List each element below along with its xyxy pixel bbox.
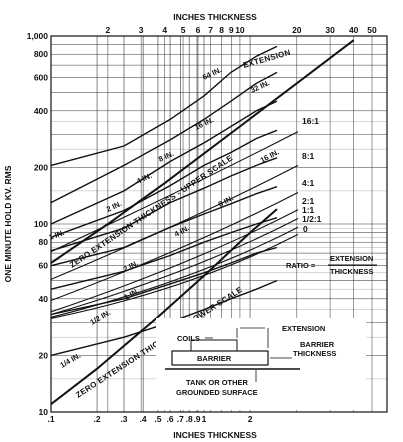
ratio-curve xyxy=(50,226,299,318)
thickness-curve xyxy=(50,279,278,357)
coils-label: COILS xyxy=(177,334,200,343)
x-top-tick-label: 7 xyxy=(208,25,213,35)
barrier-thickness-label-1: BARRIER xyxy=(300,340,335,349)
curve-label-halfin: 1/2 IN. xyxy=(89,308,113,327)
curve-label-2in-b: 2 IN. xyxy=(122,258,140,273)
x-top-tick-label: 8 xyxy=(219,25,224,35)
y-tick-label: 200 xyxy=(34,162,48,172)
ratio-label-0: 0 xyxy=(303,224,308,234)
tank-label-2: GROUNDED SURFACE xyxy=(176,388,258,397)
y-tick-label: 600 xyxy=(34,73,48,83)
inset-background xyxy=(156,318,366,410)
curve-label-64in: 64 IN. xyxy=(201,65,223,82)
x-top-tick-label: 20 xyxy=(292,25,302,35)
ratio-curve xyxy=(50,233,299,319)
x-bottom-tick-label: .9 xyxy=(193,414,200,424)
x-bottom-tick-label: 2 xyxy=(248,414,253,424)
ratio-curve xyxy=(50,192,299,302)
barrier-thickness-label-2: THICKNESS xyxy=(293,349,336,358)
x-top-tick-label: 4 xyxy=(162,25,167,35)
y-tick-label: 60 xyxy=(39,261,49,271)
tick-labels: .1.2.3.4.5.6.7.8.9 1 22 3 4 5 6 7 8 9 10 20 30 40 501,… xyxy=(27,25,377,424)
x-bottom-tick-label: 1 xyxy=(202,414,207,424)
y-tick-label: 40 xyxy=(39,294,49,304)
tank-label-1: TANK OR OTHER xyxy=(186,378,249,387)
x-top-tick-label: 9 xyxy=(229,25,234,35)
y-tick-label: 800 xyxy=(34,49,48,59)
x-bottom-tick-label: .7 xyxy=(177,414,184,424)
x-bottom-tick-label: .6 xyxy=(167,414,174,424)
ratio-formula-numerator: EXTENSION xyxy=(330,254,373,263)
curve-label-1in: 1 IN. xyxy=(48,228,66,242)
thickness-curve xyxy=(50,246,278,316)
curve-label-32in: 32 IN. xyxy=(249,78,271,95)
thickness-curve xyxy=(50,129,278,238)
x-bottom-tick-label: .1 xyxy=(47,414,54,424)
y-tick-label: 1,000 xyxy=(27,31,49,41)
thickness-curve xyxy=(50,45,278,167)
zero-extension-upper-line xyxy=(50,39,355,264)
ratio-label-half-1: 1/2:1 xyxy=(302,214,322,224)
x-bottom-tick-label: .8 xyxy=(186,414,193,424)
extension-label: EXTENSION xyxy=(282,324,325,333)
ratio-label-1-1: 1:1 xyxy=(302,205,315,215)
x-bottom-tick-label: .4 xyxy=(140,414,147,424)
ratio-label-4-1: 4:1 xyxy=(302,178,315,188)
y-tick-label: 100 xyxy=(34,219,48,229)
barrier-label: BARRIER xyxy=(197,354,232,363)
y-tick-label: 10 xyxy=(39,407,49,417)
curve-label-quarterin: 1/4 IN. xyxy=(59,351,83,370)
x-top-tick-label: 5 xyxy=(181,25,186,35)
x-top-tick-label: 10 xyxy=(235,25,245,35)
x-top-tick-label: 30 xyxy=(325,25,335,35)
bottom-axis-title: INCHES THICKNESS xyxy=(173,430,257,440)
barrier-inset-diagram: COILS BARRIER EXTENSION BARRIER THICKNES… xyxy=(156,318,366,410)
x-bottom-tick-label: .2 xyxy=(94,414,101,424)
curves xyxy=(50,39,355,405)
x-top-tick-label: 2 xyxy=(106,25,111,35)
ratio-curve xyxy=(50,164,299,280)
ratio-curve xyxy=(50,209,299,313)
zero-extension-lower-line xyxy=(50,208,278,405)
barrier-block xyxy=(171,350,269,366)
ratio-formula-denominator: THICKNESS xyxy=(330,267,373,276)
x-top-tick-label: 3 xyxy=(139,25,144,35)
y-tick-label: 80 xyxy=(39,237,49,247)
ratio-label-2-1: 2:1 xyxy=(302,196,315,206)
plot-frame xyxy=(50,35,388,413)
y-tick-label: 20 xyxy=(39,350,49,360)
ratio-curve xyxy=(50,131,299,253)
curve-label-1in-b: 1 IN. xyxy=(123,286,141,302)
thickness-curve xyxy=(50,71,278,204)
curve-label-8in: 8 IN. xyxy=(157,149,175,164)
top-axis-title: INCHES THICKNESS xyxy=(173,12,257,22)
ratio-curve xyxy=(50,218,299,316)
x-top-tick-label: 6 xyxy=(196,25,201,35)
y-tick-label: 400 xyxy=(34,106,48,116)
x-top-tick-label: 50 xyxy=(367,25,377,35)
thickness-curve xyxy=(50,100,278,225)
x-top-tick-label: 40 xyxy=(349,25,359,35)
x-bottom-tick-label: .5 xyxy=(154,414,161,424)
thickness-curve xyxy=(50,157,278,252)
ratio-label-8-1: 8:1 xyxy=(302,151,315,161)
ratio-label-16-1: 16:1 xyxy=(302,116,319,126)
ratio-formula-label: RATIO = xyxy=(286,261,316,270)
y-axis-title: ONE MINUTE HOLD KV. RMS xyxy=(3,165,13,282)
x-bottom-tick-label: .3 xyxy=(120,414,127,424)
